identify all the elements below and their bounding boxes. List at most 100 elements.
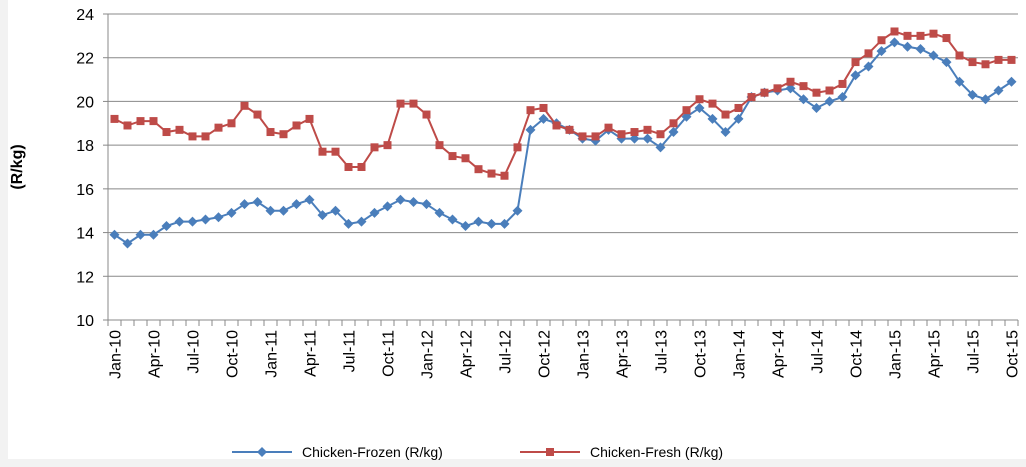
- marker: [825, 86, 834, 95]
- marker: [474, 165, 483, 174]
- marker: [655, 142, 666, 153]
- marker: [968, 58, 977, 67]
- marker: [864, 49, 873, 58]
- legend-label: Chicken-Fresh (R/kg): [590, 444, 723, 460]
- marker: [396, 99, 405, 108]
- marker: [343, 218, 354, 229]
- marker: [253, 110, 262, 119]
- marker: [994, 55, 1003, 64]
- marker: [734, 103, 743, 112]
- x-tick-label: Jul-15: [966, 330, 983, 374]
- marker: [902, 41, 913, 52]
- marker: [304, 194, 315, 205]
- marker: [747, 93, 756, 102]
- marker: [811, 102, 822, 113]
- marker: [383, 141, 392, 150]
- marker: [838, 79, 847, 88]
- marker: [291, 199, 302, 210]
- marker: [733, 113, 744, 124]
- marker: [812, 88, 821, 97]
- marker: [617, 130, 626, 139]
- marker: [331, 147, 340, 156]
- marker: [798, 94, 809, 105]
- marker: [239, 199, 250, 210]
- marker: [292, 121, 301, 130]
- series-line: [114, 30, 1012, 177]
- x-tick-label: Oct-11: [381, 330, 398, 377]
- marker: [460, 221, 471, 232]
- x-tick-label: Apr-11: [303, 330, 320, 377]
- x-tick-label: Jul-13: [654, 330, 671, 374]
- marker: [435, 141, 444, 150]
- marker: [929, 29, 938, 38]
- x-tick-label: Jul-14: [810, 330, 827, 374]
- marker: [357, 163, 366, 171]
- marker: [434, 207, 445, 218]
- marker: [240, 101, 249, 110]
- marker: [681, 111, 692, 122]
- legend-marker: [257, 447, 267, 457]
- x-tick-label: Jul-10: [186, 330, 203, 374]
- marker: [629, 133, 640, 144]
- marker: [656, 130, 665, 139]
- marker: [422, 110, 431, 119]
- marker: [669, 119, 678, 128]
- marker: [851, 58, 860, 67]
- x-tick-label: Oct-10: [225, 330, 242, 378]
- marker: [122, 238, 133, 249]
- y-tick-label: 12: [76, 269, 94, 286]
- marker: [252, 196, 263, 207]
- y-tick-label: 24: [76, 7, 94, 24]
- marker: [591, 132, 600, 141]
- marker: [682, 106, 691, 115]
- y-tick-label: 14: [76, 226, 94, 243]
- marker: [227, 119, 236, 128]
- marker: [876, 46, 887, 57]
- marker: [539, 103, 548, 112]
- y-tick-label: 18: [76, 138, 94, 155]
- marker: [538, 113, 549, 124]
- marker: [279, 130, 288, 139]
- marker: [318, 147, 327, 156]
- marker: [903, 31, 912, 40]
- x-tick-label: Jan-11: [264, 330, 281, 378]
- x-tick-label: Apr-13: [615, 330, 632, 378]
- marker: [525, 124, 536, 135]
- series-line: [113, 41, 1013, 245]
- marker: [214, 123, 223, 132]
- x-tick-label: Apr-12: [459, 330, 476, 378]
- marker: [980, 94, 991, 105]
- marker: [604, 123, 613, 132]
- x-tick-label: Apr-10: [147, 330, 164, 378]
- marker: [265, 205, 276, 216]
- x-tick-label: Jul-12: [498, 330, 515, 374]
- marker: [967, 89, 978, 100]
- marker: [461, 154, 470, 163]
- marker: [721, 110, 730, 119]
- marker: [915, 43, 926, 54]
- marker: [760, 88, 769, 97]
- legend-marker: [546, 448, 554, 456]
- marker: [785, 83, 796, 94]
- marker: [369, 207, 380, 218]
- marker: [161, 221, 172, 232]
- marker: [512, 205, 523, 216]
- marker: [526, 106, 535, 115]
- marker: [123, 121, 132, 130]
- marker: [668, 127, 679, 138]
- marker: [356, 216, 367, 227]
- marker: [708, 99, 717, 108]
- y-tick-label: 16: [76, 182, 94, 199]
- marker: [330, 205, 341, 216]
- marker: [630, 128, 639, 137]
- marker: [278, 205, 289, 216]
- marker: [799, 82, 808, 91]
- x-tick-label: Jan-14: [732, 330, 749, 379]
- marker: [174, 216, 185, 227]
- marker: [707, 113, 718, 124]
- marker: [109, 229, 120, 240]
- marker: [486, 218, 497, 229]
- marker: [266, 128, 275, 137]
- marker: [786, 77, 795, 86]
- marker: [863, 61, 874, 72]
